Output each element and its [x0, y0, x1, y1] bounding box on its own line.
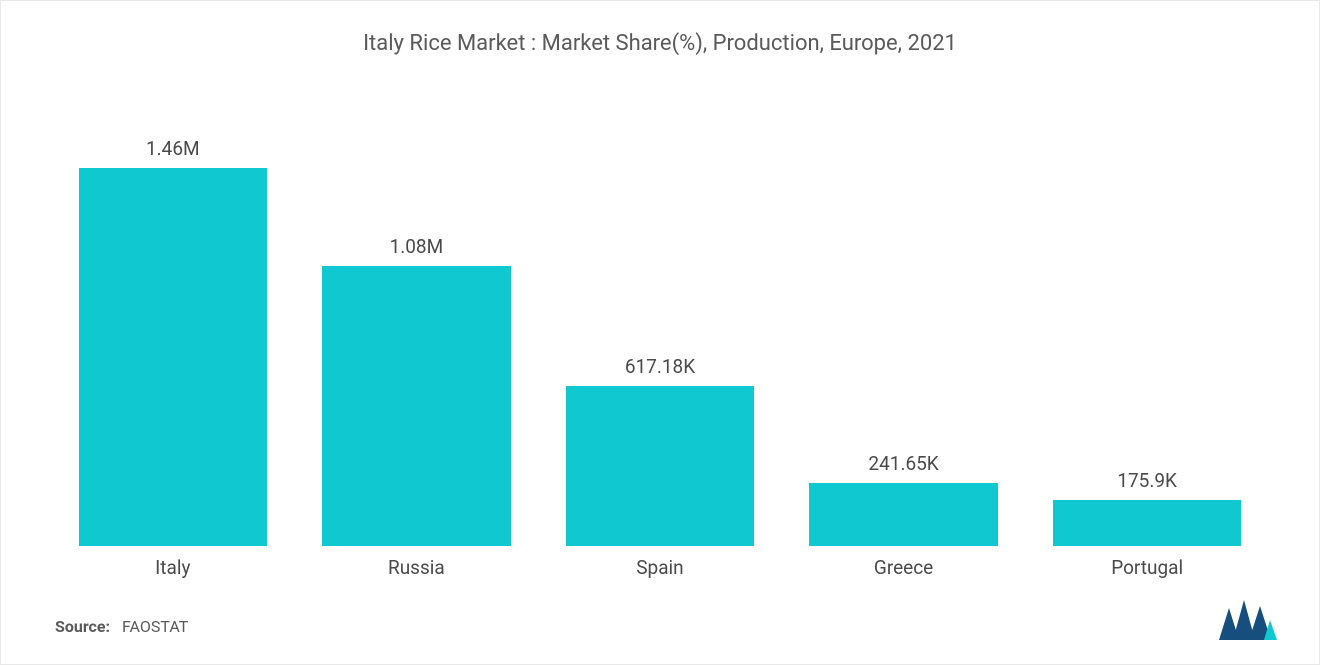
- bar-value-label: 1.08M: [390, 235, 444, 258]
- bar-group: 1.08M: [307, 235, 526, 546]
- bar-group: 1.46M: [63, 137, 282, 546]
- x-axis-labels: Italy Russia Spain Greece Portugal: [41, 546, 1279, 579]
- chart-container: Italy Rice Market : Market Share(%), Pro…: [0, 0, 1320, 665]
- bar: [809, 483, 998, 546]
- source-value: FAOSTAT: [122, 617, 188, 636]
- bar: [566, 386, 755, 546]
- x-axis-label: Spain: [550, 556, 769, 579]
- plot-area: 1.46M 1.08M 617.18K 241.65K 175.9K: [41, 66, 1279, 546]
- x-axis-label: Greece: [794, 556, 1013, 579]
- bar-value-label: 1.46M: [146, 137, 200, 160]
- source-key: Source:: [55, 617, 110, 636]
- bar-group: 617.18K: [550, 355, 769, 546]
- bar: [322, 266, 511, 546]
- mordor-logo-icon: [1219, 600, 1277, 644]
- chart-title: Italy Rice Market : Market Share(%), Pro…: [41, 31, 1279, 56]
- source-citation: Source: FAOSTAT: [55, 617, 188, 636]
- x-axis-label: Russia: [307, 556, 526, 579]
- bar: [79, 168, 268, 546]
- x-axis-label: Portugal: [1038, 556, 1257, 579]
- x-axis-label: Italy: [63, 556, 282, 579]
- bar-group: 175.9K: [1038, 469, 1257, 546]
- bar-value-label: 617.18K: [625, 355, 695, 378]
- bar-group: 241.65K: [794, 452, 1013, 546]
- bar-value-label: 241.65K: [868, 452, 938, 475]
- bar: [1053, 500, 1242, 546]
- bar-value-label: 175.9K: [1117, 469, 1177, 492]
